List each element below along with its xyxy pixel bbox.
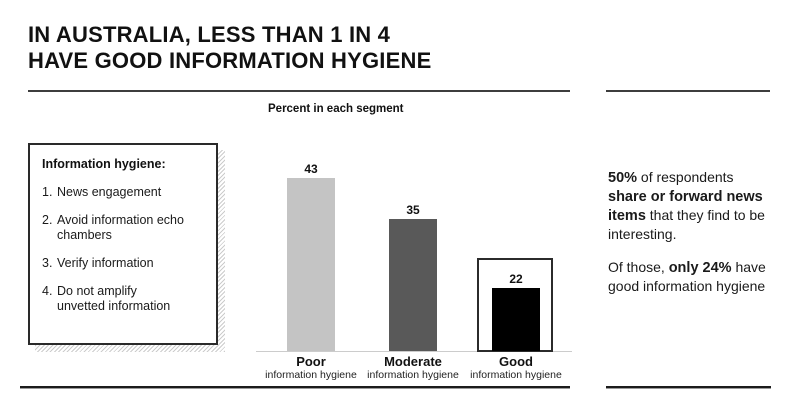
page-title-line-1: IN AUSTRALIA, LESS THAN 1 IN 4 [28, 22, 391, 47]
bar-value-poor: 43 [304, 162, 318, 176]
axis-label-poor-name: Poor [296, 354, 326, 369]
axis-label-moderate-name: Moderate [384, 354, 442, 369]
annotation-panel: 50% of respondents share or forward news i… [608, 168, 786, 310]
bar-value-moderate: 35 [406, 203, 420, 217]
x-axis-line [256, 351, 572, 352]
bar-value-good: 22 [509, 272, 523, 286]
page-title-line-2: HAVE GOOD INFORMATION HYGIENE [28, 48, 432, 73]
info-box-body: Information hygiene: 1. News engagement 2.… [28, 143, 218, 345]
hygiene-list-item: 2. Avoid information echo chambers [42, 213, 184, 242]
bar-group-poor: 43 Poor information hygiene [256, 100, 366, 390]
bar-chart: Percent in each segment 43 Poor informat… [230, 100, 590, 390]
axis-label-good-name: Good [499, 354, 533, 369]
page-title: IN AUSTRALIA, LESS THAN 1 IN 4 HAVE GOOD… [28, 22, 431, 74]
axis-label-good-sub: information hygiene [470, 369, 562, 381]
bar-good [492, 288, 540, 351]
chart-title: Percent in each segment [268, 103, 404, 115]
hygiene-list-item: 1. News engagement [42, 185, 162, 199]
axis-label-moderate-sub: information hygiene [367, 369, 459, 381]
axis-label-good: Good information hygiene [461, 355, 571, 382]
hygiene-list: 1. News engagement 2. Avoid information ech… [42, 185, 208, 314]
annotation-paragraph: 50% of respondents share or forward news i… [608, 169, 765, 242]
bar-group-moderate: 35 Moderate information hygiene [358, 100, 468, 390]
annotation-paragraph: Of those, only 24% have good information … [608, 259, 766, 294]
axis-label-poor-sub: information hygiene [265, 369, 357, 381]
hygiene-list-item: 3. Verify information [42, 256, 154, 270]
bottom-rule-left [20, 386, 570, 389]
hygiene-list-item: 4. Do not amplify unvetted information [42, 284, 171, 313]
title-underline-right [606, 90, 770, 92]
title-underline-left [28, 90, 570, 92]
axis-label-poor: Poor information hygiene [256, 355, 366, 382]
axis-label-moderate: Moderate information hygiene [358, 355, 468, 382]
bar-poor [287, 178, 335, 351]
info-box: Information hygiene: 1. News engagement 2.… [28, 143, 225, 352]
bar-group-good: 22 Good information hygiene [461, 100, 571, 390]
bottom-rule-right [606, 386, 771, 389]
info-box-heading: Information hygiene: [42, 157, 166, 171]
bar-moderate [389, 219, 437, 351]
